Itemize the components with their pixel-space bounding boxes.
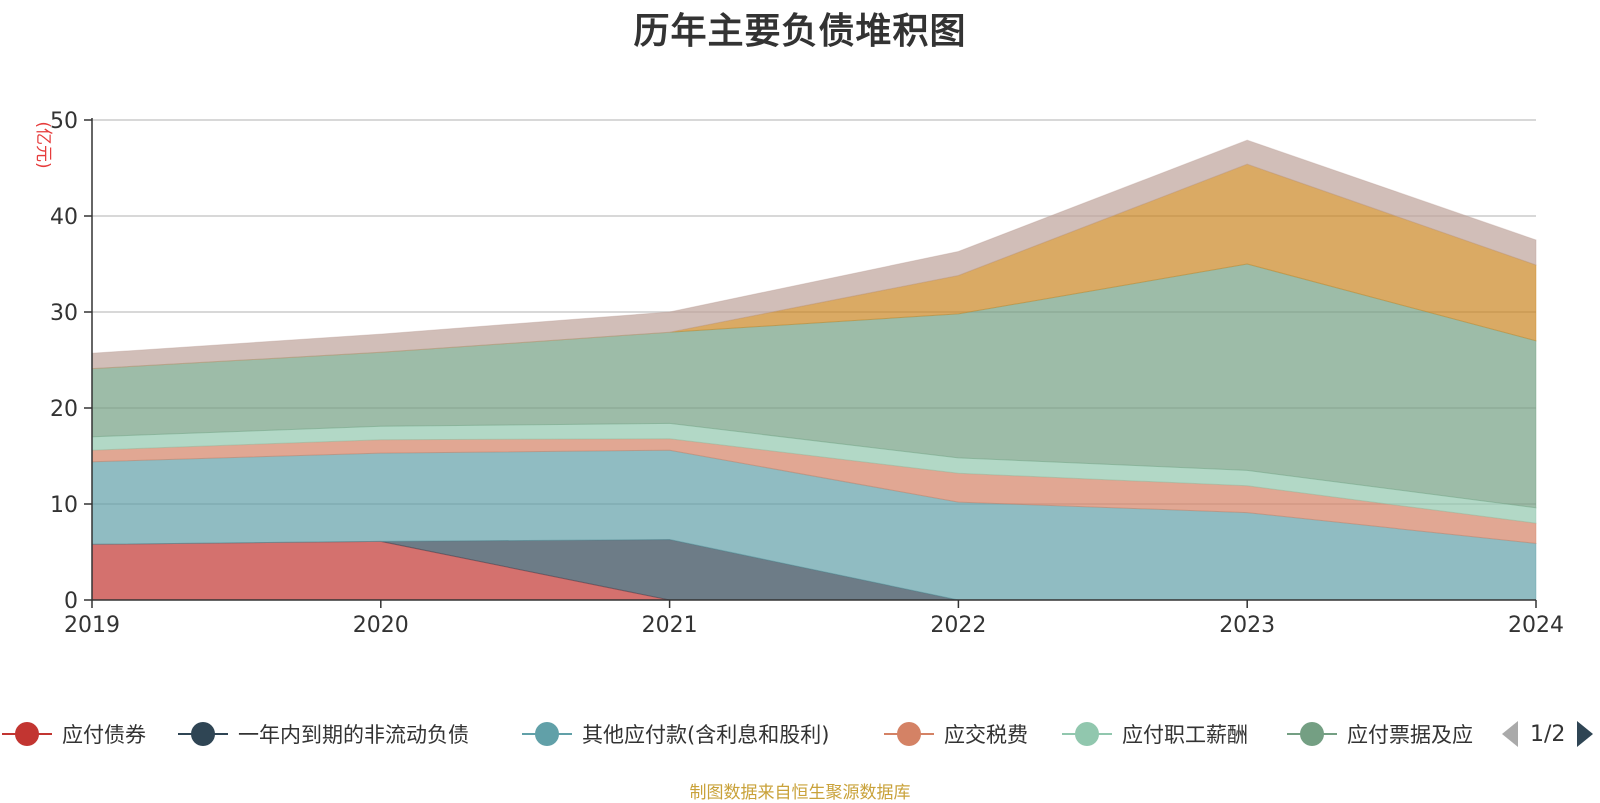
stacked-areas bbox=[91, 139, 1537, 601]
legend-label: 应付票据及应 bbox=[1347, 723, 1473, 747]
legend-item[interactable]: 应付职工薪酬 bbox=[1062, 716, 1248, 752]
y-tick-label: 0 bbox=[64, 589, 78, 614]
legend-swatch-icon bbox=[522, 719, 572, 749]
legend-label: 应付职工薪酬 bbox=[1122, 723, 1248, 747]
legend-swatch-icon bbox=[178, 719, 228, 749]
source-note: 制图数据来自恒生聚源数据库 bbox=[689, 783, 911, 803]
chart-title: 历年主要负债堆积图 bbox=[633, 11, 967, 52]
legend-page-indicator: 1/2 bbox=[1530, 721, 1566, 747]
y-tick-label: 20 bbox=[50, 397, 78, 422]
chart-svg: 0 10 20 30 40 50 2019 2020 2021 2022 2023 2024 (亿元) bbox=[33, 109, 1564, 638]
area-series-unnamed bbox=[91, 139, 1537, 370]
legend-label: 应交税费 bbox=[944, 723, 1028, 747]
legend-item[interactable]: 应交税费 bbox=[884, 716, 1028, 752]
legend-pager: 1/2 bbox=[1500, 716, 1595, 752]
y-unit-label: (亿元) bbox=[33, 121, 53, 168]
triangle-left-icon[interactable] bbox=[1500, 719, 1520, 749]
triangle-right-icon[interactable] bbox=[1575, 719, 1595, 749]
legend-swatch-icon bbox=[1287, 719, 1337, 749]
x-tick-label: 2020 bbox=[353, 613, 409, 638]
legend-swatch-icon bbox=[2, 719, 52, 749]
legend-item[interactable]: 一年内到期的非流动负债 bbox=[178, 716, 469, 752]
axes: 0 10 20 30 40 50 2019 2020 2021 2022 2023 2024 bbox=[50, 109, 1564, 638]
x-tick-label: 2019 bbox=[64, 613, 120, 638]
legend-label: 应付债券 bbox=[62, 723, 146, 747]
y-tick-label: 40 bbox=[50, 205, 78, 230]
x-tick-label: 2021 bbox=[642, 613, 698, 638]
y-tick-label: 10 bbox=[50, 493, 78, 518]
legend-item[interactable]: 应付票据及应 bbox=[1287, 716, 1473, 752]
x-tick-label: 2024 bbox=[1508, 613, 1564, 638]
x-tick-label: 2023 bbox=[1219, 613, 1275, 638]
legend-swatch-icon bbox=[1062, 719, 1112, 749]
y-tick-label: 30 bbox=[50, 301, 78, 326]
legend-swatch-icon bbox=[884, 719, 934, 749]
x-tick-label: 2022 bbox=[930, 613, 986, 638]
legend-label: 其他应付款(含利息和股利) bbox=[582, 723, 830, 747]
legend-item[interactable]: 应付债券 bbox=[2, 716, 146, 752]
y-tick-label: 50 bbox=[50, 109, 78, 134]
legend: 应付债券 一年内到期的非流动负债 其他应付款(含利息和股利) 应交税费 应付职工薪酬 应付… bbox=[0, 716, 1600, 752]
legend-label: 一年内到期的非流动负债 bbox=[238, 723, 469, 747]
legend-item[interactable]: 其他应付款(含利息和股利) bbox=[522, 716, 829, 752]
